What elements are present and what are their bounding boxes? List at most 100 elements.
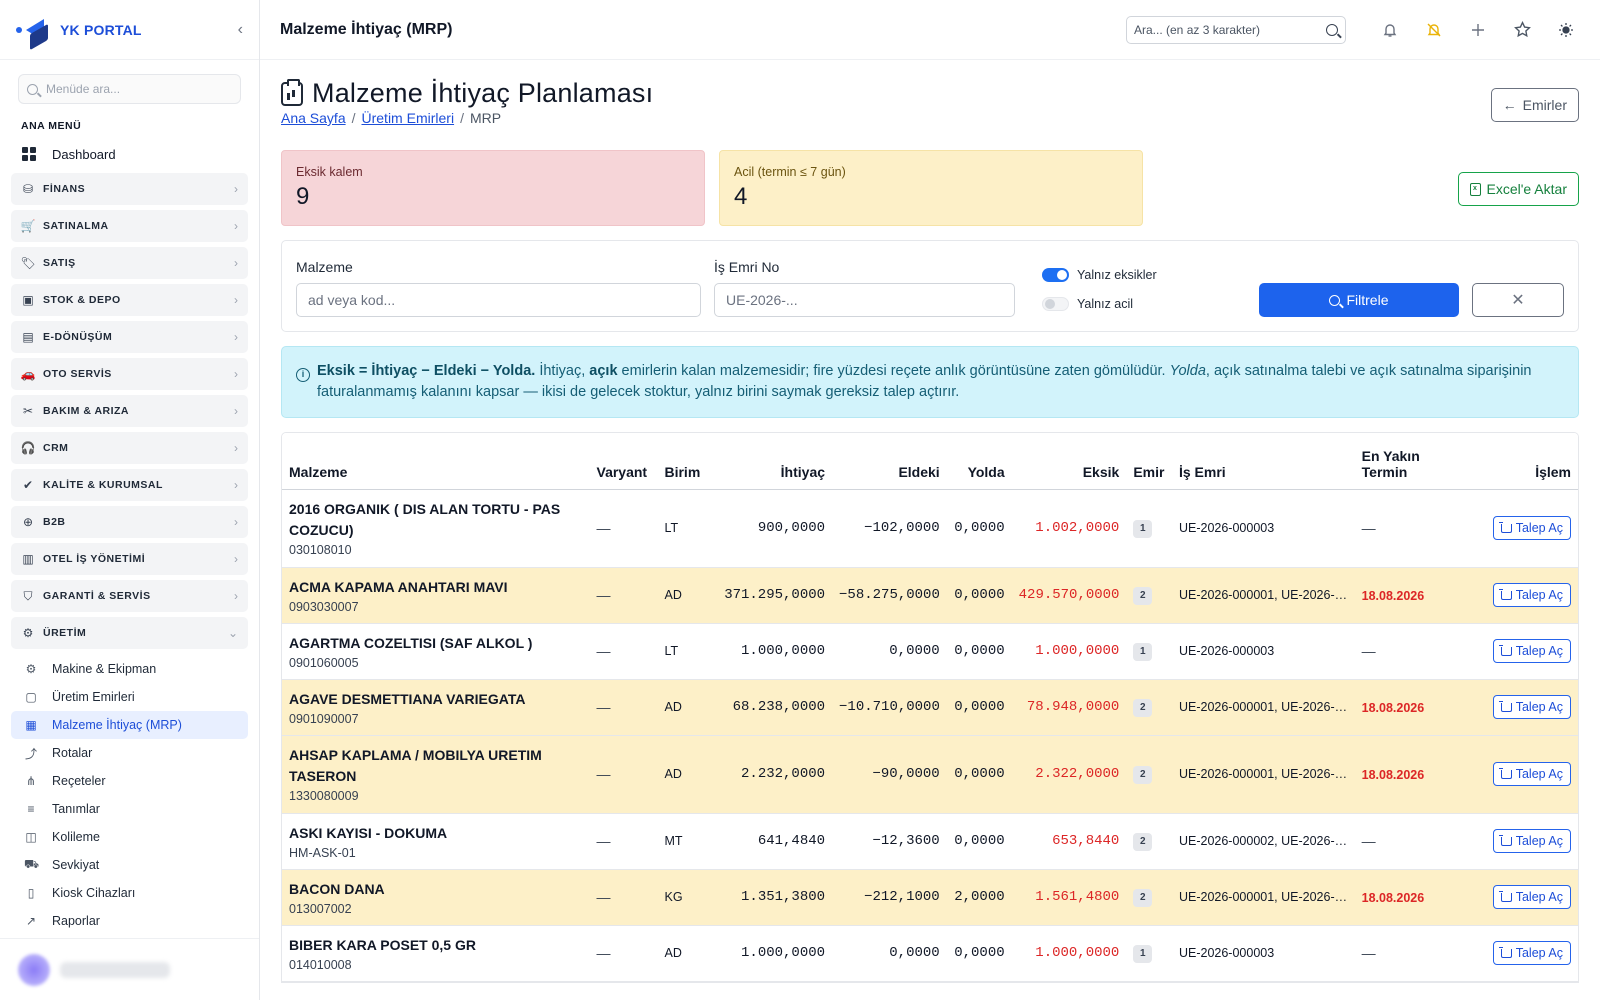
workorder-links[interactable]: UE-2026-000001, UE-2026-000002 [1178, 767, 1348, 781]
sidebar-subitem-8[interactable]: ▯ Kiosk Cihazları [11, 879, 248, 907]
sidebar-subitem-7[interactable]: ⛟ Sevkiyat [11, 851, 248, 879]
topbar: Malzeme İhtiyaç (MRP) [260, 0, 1600, 60]
sidebar-subitem-2[interactable]: ▦ Malzeme İhtiyaç (MRP) [11, 711, 248, 739]
sidebar-group-1[interactable]: 🛒 SATINALMA › [11, 210, 248, 242]
user-profile[interactable] [0, 938, 259, 1000]
chevron-right-icon: › [234, 256, 238, 270]
sidebar-group-12[interactable]: ⚙ ÜRETİM ⌄ [11, 617, 248, 649]
bell-icon[interactable] [1376, 16, 1404, 44]
menu-search-input[interactable] [46, 82, 232, 96]
global-search-input[interactable] [1134, 22, 1326, 37]
toggle-switch-off[interactable] [1042, 297, 1069, 311]
col-variant[interactable]: Varyant [589, 433, 658, 490]
sidebar-subitem-0[interactable]: ⚙ Makine & Ekipman [11, 655, 248, 683]
breadcrumb-workorders[interactable]: Üretim Emirleri [361, 110, 455, 126]
open-request-button[interactable]: Talep Aç [1492, 583, 1571, 607]
col-orders[interactable]: Emir [1126, 433, 1172, 490]
main-content: Malzeme İhtiyaç Planlaması Ana Sayfa / Üre… [260, 60, 1600, 1000]
sidebar-group-2[interactable]: 🏷 SATIŞ › [11, 247, 248, 279]
star-icon[interactable] [1508, 16, 1536, 44]
workorder-links[interactable]: UE-2026-000003 [1178, 521, 1275, 535]
sidebar-group-5[interactable]: 🚗 OTO SERVİS › [11, 358, 248, 390]
plus-icon[interactable] [1464, 16, 1492, 44]
export-excel-button[interactable]: x Excel'e Aktar [1457, 172, 1579, 206]
sidebar-subitem-3[interactable]: ⤴ Rotalar [11, 739, 248, 767]
sidebar-group-6[interactable]: ✂ BAKIM & ARIZA › [11, 395, 248, 427]
cell-orders: 1 [1126, 623, 1172, 680]
sidebar-subitem-5[interactable]: ≡ Tanımlar [11, 795, 248, 823]
material-name: 2016 ORGANIK ( DIS ALAN TORTU - PAS COZU… [289, 501, 561, 538]
cell-stock: −58.275,0000 [832, 567, 947, 624]
sidebar-group-9[interactable]: ⊕ B2B › [11, 506, 248, 538]
workorder-links[interactable]: UE-2026-000003 [1178, 644, 1275, 658]
global-search[interactable] [1126, 15, 1346, 44]
clear-filters-button[interactable]: ✕ [1472, 283, 1564, 317]
toggle-switch-on[interactable] [1042, 268, 1069, 282]
bell-slash-icon[interactable] [1420, 16, 1448, 44]
cell-orders: 2 [1126, 813, 1172, 870]
cell-orders: 2 [1126, 567, 1172, 624]
col-workorder[interactable]: İş Emri [1171, 433, 1355, 490]
open-request-button[interactable]: Talep Aç [1492, 695, 1571, 719]
col-transit[interactable]: Yolda [946, 433, 1012, 490]
due-date: 18.08.2026 [1361, 890, 1425, 905]
cell-action: Talep Aç [1466, 679, 1578, 736]
open-request-button[interactable]: Talep Aç [1492, 941, 1571, 965]
cell-need: 68.238,0000 [713, 679, 833, 736]
sidebar-item-dashboard[interactable]: Dashboard [0, 140, 259, 168]
urgent-items-card: Acil (termin ≤ 7 gün) 4 [719, 150, 1143, 226]
col-need[interactable]: İhtiyaç [713, 433, 833, 490]
col-missing[interactable]: Eksik [1011, 433, 1127, 490]
workorder-links[interactable]: UE-2026-000001, UE-2026-000002 [1178, 890, 1348, 904]
col-stock[interactable]: Eldeki [832, 433, 947, 490]
cell-variant: — [589, 567, 658, 624]
sidebar-subitem-1[interactable]: ▢ Üretim Emirleri [11, 683, 248, 711]
open-request-button[interactable]: Talep Aç [1492, 762, 1571, 786]
col-material[interactable]: Malzeme [282, 433, 590, 490]
col-due[interactable]: En Yakın Termin [1354, 433, 1467, 490]
sidebar-group-10[interactable]: ▥ OTEL İŞ YÖNETİMİ › [11, 543, 248, 575]
workorder-links[interactable]: UE-2026-000001, UE-2026-000002 [1178, 700, 1348, 714]
sidebar-subitem-4[interactable]: ⋔ Reçeteler [11, 767, 248, 795]
sidebar-subitem-6[interactable]: ◫ Kolileme [11, 823, 248, 851]
open-request-button[interactable]: Talep Aç [1492, 885, 1571, 909]
open-request-button[interactable]: Talep Aç [1492, 639, 1571, 663]
cell-action: Talep Aç [1466, 869, 1578, 926]
sidebar-subitem-9[interactable]: ↗ Raporlar [11, 907, 248, 935]
col-unit[interactable]: Birim [657, 433, 714, 490]
menu-search[interactable] [18, 74, 241, 104]
sun-icon[interactable] [1552, 16, 1580, 44]
breadcrumb-home[interactable]: Ana Sayfa [281, 110, 346, 126]
sidebar-group-4[interactable]: ▤ E-DÖNÜŞÜM › [11, 321, 248, 353]
only-missing-toggle[interactable]: Yalnız eksikler [1042, 268, 1157, 282]
sidebar-group-label: STOK & DEPO [43, 294, 121, 306]
workorder-filter-input[interactable] [714, 283, 1015, 317]
workorder-links[interactable]: UE-2026-000003 [1178, 946, 1275, 960]
cell-action: Talep Aç [1466, 813, 1578, 870]
sidebar-group-7[interactable]: 🎧 CRM › [11, 432, 248, 464]
open-request-button[interactable]: Talep Aç [1492, 516, 1571, 540]
back-to-orders-button[interactable]: ← Emirler [1490, 88, 1579, 122]
sidebar-group-8[interactable]: ✔ KALİTE & KURUMSAL › [11, 469, 248, 501]
cell-material: AHSAP KAPLAMA / MOBILYA URETIM TASERON 13… [282, 735, 590, 814]
sidebar-group-3[interactable]: ▣ STOK & DEPO › [11, 284, 248, 316]
breadcrumb: Ana Sayfa / Üretim Emirleri / MRP [281, 110, 502, 126]
sidebar-group-label: E-DÖNÜŞÜM [43, 331, 113, 343]
search-icon[interactable] [1326, 23, 1338, 36]
col-action: İşlem [1466, 433, 1578, 490]
sidebar-group-11[interactable]: ⛉ GARANTİ & SERVİS › [11, 580, 248, 612]
only-urgent-toggle[interactable]: Yalnız acil [1042, 297, 1133, 311]
open-request-button[interactable]: Talep Aç [1492, 829, 1571, 853]
cell-variant: — [589, 623, 658, 680]
cell-transit: 0,0000 [946, 813, 1012, 870]
workorder-links[interactable]: UE-2026-000001, UE-2026-000002 [1178, 588, 1348, 602]
cell-due: 18.08.2026 [1354, 735, 1467, 814]
cell-material: AGARTMA COZELTISI (SAF ALKOL ) 0901060005 [282, 623, 590, 680]
filter-button[interactable]: Filtrele [1259, 283, 1459, 317]
sidebar-subitem-label: Sevkiyat [52, 858, 100, 872]
chevron-left-icon[interactable]: ‹ [237, 20, 243, 38]
material-filter-input[interactable] [296, 283, 701, 317]
sidebar-group-0[interactable]: ⛁ FİNANS › [11, 173, 248, 205]
cell-transit: 0,0000 [946, 567, 1012, 624]
workorder-links[interactable]: UE-2026-000002, UE-2026-000003 [1178, 834, 1348, 848]
